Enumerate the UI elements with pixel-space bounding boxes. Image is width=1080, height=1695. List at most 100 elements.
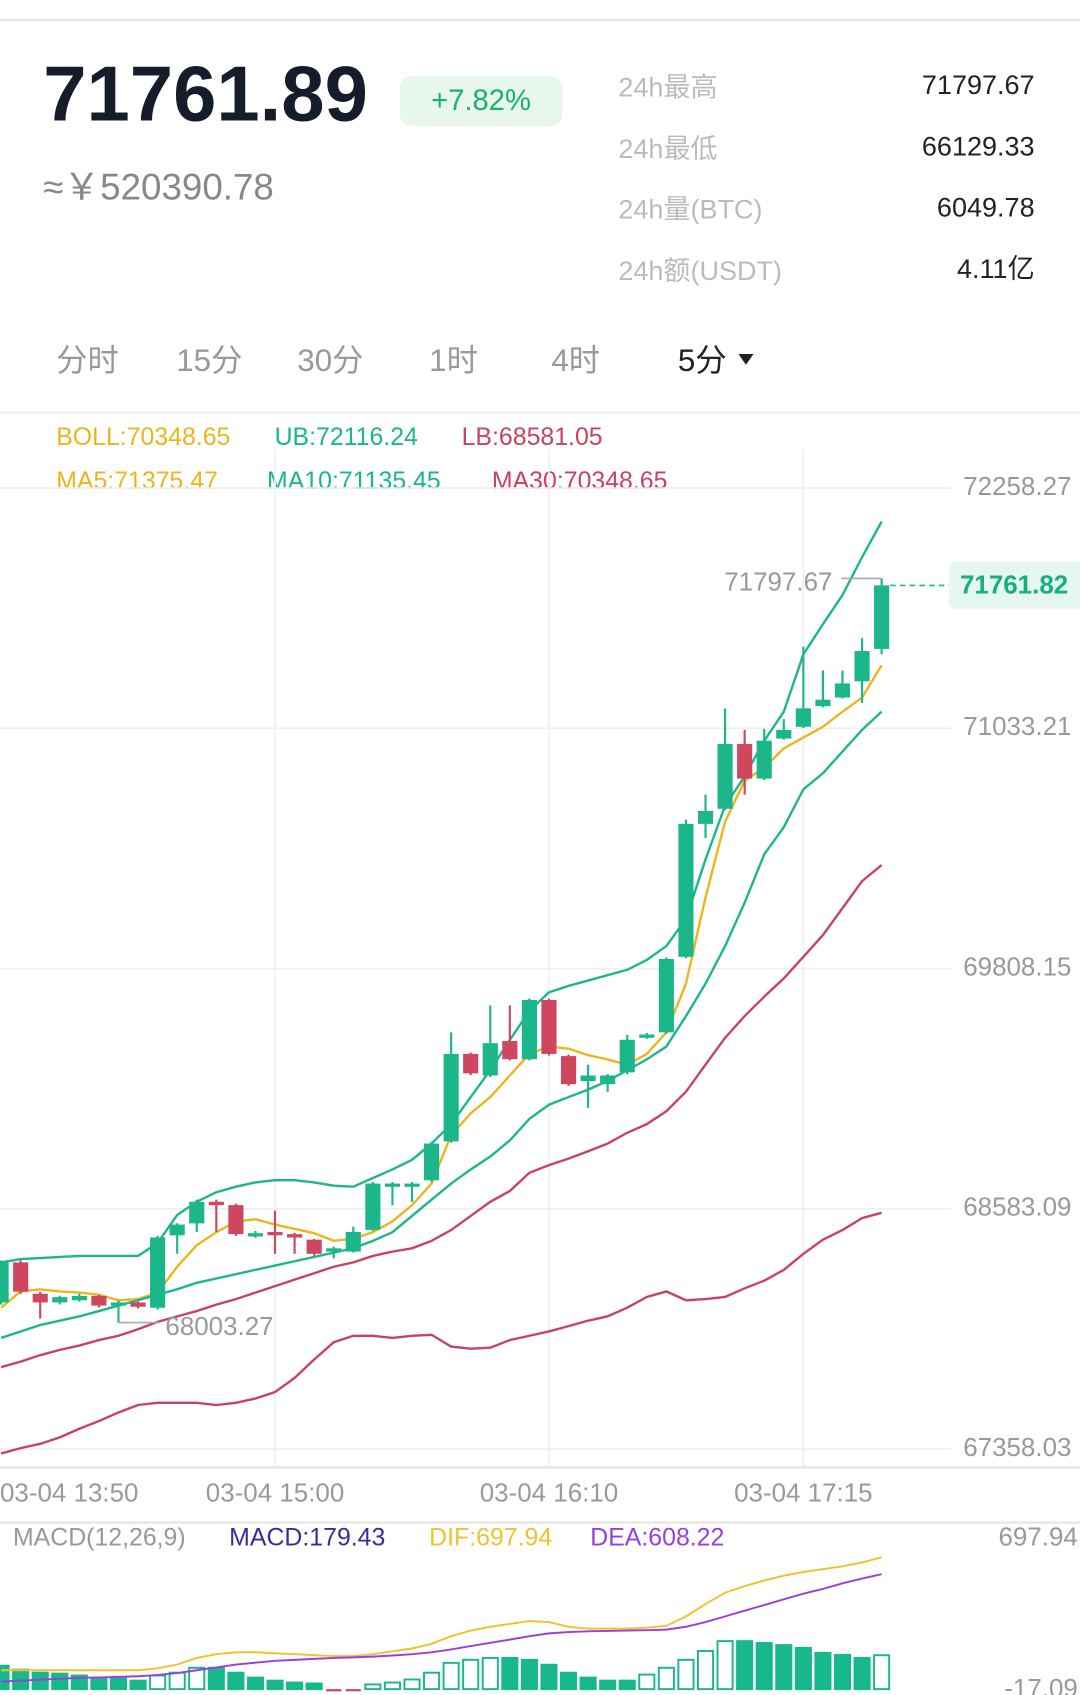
candle-body (110, 1302, 127, 1306)
candle-body (13, 1262, 29, 1292)
y-tick-label: 72258.27 (963, 473, 1071, 501)
tab[interactable]: 15分 (176, 343, 242, 378)
indicator-line (0, 664, 883, 1309)
candle-body (443, 1053, 459, 1142)
macd-bar (286, 1681, 304, 1691)
indicator-line (0, 710, 883, 1340)
candle-body (854, 651, 870, 682)
candle-body (658, 959, 674, 1033)
macd-bar (149, 1674, 167, 1691)
stat-label: 24h额(USDT) (618, 256, 782, 286)
macd-bar (246, 1676, 265, 1691)
macd-bar (227, 1671, 245, 1691)
macd-bar (677, 1658, 695, 1691)
macd-bar (345, 1689, 361, 1692)
indicator-line (0, 521, 883, 1264)
stat-label: 24h最低 (618, 134, 717, 164)
tab[interactable]: 5分 (678, 343, 727, 378)
legend-entry: MA10:71135.45 (267, 467, 441, 495)
candle-body (737, 744, 753, 779)
tab[interactable]: 4时 (551, 343, 600, 378)
y2-tick-label: -17.09 (1004, 1675, 1078, 1695)
low-label: 68003.27 (165, 1313, 273, 1341)
x-tick-label: 03-04 13:50 (0, 1479, 138, 1507)
stat-value: 71797.67 (922, 70, 1035, 100)
macd-bar (51, 1672, 69, 1691)
candle-body (756, 740, 772, 779)
macd-bar (403, 1678, 421, 1691)
macd-bar (305, 1682, 323, 1691)
macd-bar (462, 1658, 480, 1691)
tab[interactable]: 1时 (429, 343, 478, 378)
macd-bar (638, 1673, 656, 1691)
candle-body (384, 1183, 400, 1187)
candle-body (580, 1075, 596, 1081)
candle-body (52, 1297, 68, 1303)
candle-body (521, 999, 537, 1060)
y-tick-label: 69808.15 (963, 953, 1071, 981)
indicator-line (0, 1211, 882, 1455)
stat-value: 66129.33 (922, 132, 1035, 162)
candle-body (208, 1201, 224, 1206)
legend-entry: DIF:697.94 (429, 1523, 552, 1551)
last-price: 71761.89 (43, 51, 368, 137)
candle-body (795, 708, 811, 727)
cny-price: ≈￥520390.78 (43, 166, 274, 207)
macd-bar (814, 1651, 832, 1691)
macd-bar (442, 1661, 460, 1691)
stat-label: 24h量(BTC) (618, 194, 762, 224)
candle-body (267, 1232, 283, 1236)
macd-bar (364, 1683, 382, 1691)
candle-body (32, 1293, 48, 1303)
candle-body (619, 1039, 635, 1073)
tab[interactable]: 分时 (56, 343, 119, 378)
x-tick-label: 03-04 17:15 (734, 1479, 872, 1507)
candle-body (306, 1239, 322, 1254)
macd-bar (853, 1656, 871, 1691)
candle-body (776, 729, 792, 739)
candle-body (463, 1053, 479, 1074)
candle-body (834, 683, 851, 698)
macd-bar (188, 1666, 206, 1691)
macd-bar (266, 1679, 284, 1691)
legend-entry: MA30:70348.65 (492, 467, 668, 495)
legend-entry: MA5:71375.47 (56, 467, 218, 495)
candle-body (326, 1248, 342, 1252)
candle-body (815, 699, 831, 707)
macd-title: MACD(12,26,9) (13, 1523, 186, 1551)
x-tick-label: 03-04 15:00 (206, 1479, 344, 1507)
candle-body (189, 1201, 205, 1224)
high-label: 71797.67 (724, 569, 832, 597)
legend-boll: BOLL:70348.65 (56, 423, 230, 451)
macd-bar (560, 1671, 578, 1691)
candle-body (717, 744, 733, 809)
macd-line (1, 1556, 882, 1672)
macd-bar (168, 1671, 186, 1691)
macd-bar (520, 1658, 538, 1691)
current-price: 71761.82 (960, 571, 1068, 599)
candle-body (365, 1183, 381, 1230)
macd-bar (481, 1656, 499, 1691)
candle-body (560, 1056, 577, 1085)
y-tick-label: 71033.21 (963, 713, 1071, 741)
dropdown-arrow[interactable] (738, 353, 754, 365)
tab[interactable]: 30分 (297, 343, 363, 378)
macd-bar (129, 1679, 147, 1691)
macd-bar (207, 1666, 225, 1691)
y-tick-label: 67358.03 (963, 1434, 1071, 1462)
y-tick-label: 68583.09 (963, 1194, 1071, 1222)
candle-body (91, 1295, 107, 1306)
candle-body (482, 1043, 498, 1076)
stat-label: 24h最高 (618, 72, 717, 102)
candle-body (287, 1234, 303, 1238)
macd-line (1, 1573, 882, 1683)
candle-body (345, 1232, 361, 1252)
macd-bar (657, 1666, 675, 1691)
legend-entry: MACD:179.43 (229, 1523, 385, 1551)
macd-bar (775, 1644, 793, 1691)
macd-bar (423, 1671, 441, 1691)
macd-bar (716, 1640, 734, 1691)
